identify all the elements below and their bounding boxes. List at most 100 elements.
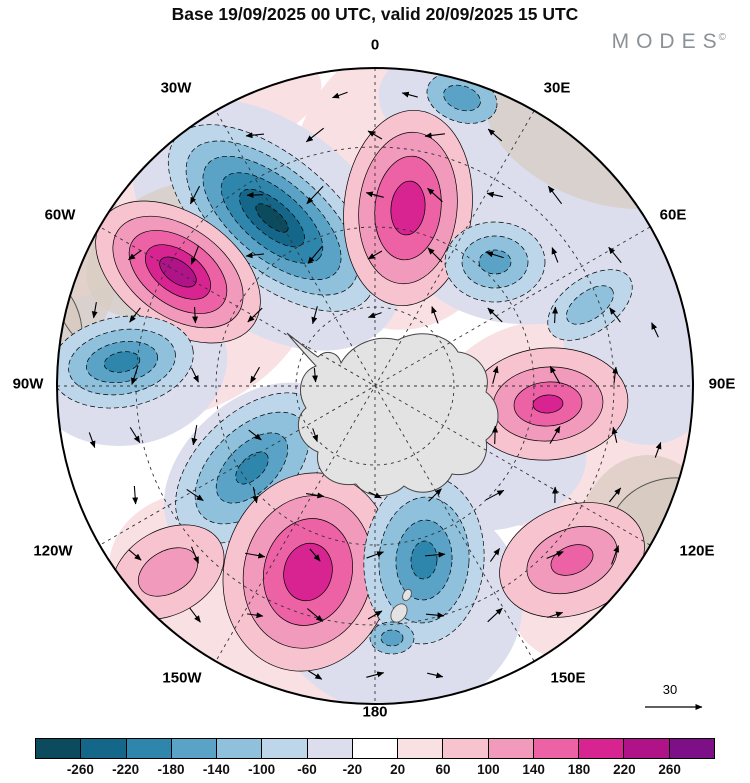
wind-arrow xyxy=(88,432,96,448)
colorbar-cell xyxy=(171,739,218,758)
wind-arrow xyxy=(427,187,443,203)
wind-arrow xyxy=(485,489,505,501)
wind-arrow xyxy=(312,428,318,443)
anomaly-contour-ring xyxy=(235,451,269,485)
wind-arrow xyxy=(487,307,503,323)
colorbar-cell xyxy=(307,739,353,758)
wind-arrow xyxy=(485,251,504,259)
colorbar-tick: -260 xyxy=(66,762,94,777)
wind-arrow xyxy=(247,307,263,323)
wind-arrow xyxy=(547,185,563,205)
colorbar-tick: -220 xyxy=(112,762,140,777)
wind-arrow xyxy=(189,185,201,205)
wind-arrow xyxy=(424,551,446,558)
wind-arrow xyxy=(367,130,383,140)
anomaly-contour-ring xyxy=(566,285,614,325)
wind-arrow xyxy=(431,306,439,324)
wind-arrow xyxy=(332,91,348,99)
anomaly-field xyxy=(57,72,645,672)
lon-label-0: 0 xyxy=(370,36,380,54)
wind-arrow xyxy=(247,612,264,619)
colorbar-cell xyxy=(352,739,399,758)
antarctica-outline xyxy=(286,332,499,496)
wind-arrow xyxy=(427,247,443,263)
lon-label-180: 180 xyxy=(362,703,388,721)
wind-arrow xyxy=(365,191,384,198)
colorbar-cell xyxy=(669,739,714,758)
anomaly-contour-ring xyxy=(532,394,564,414)
wind-arrow xyxy=(487,607,503,623)
wind-arrow xyxy=(192,306,199,324)
wind-arrow xyxy=(608,487,622,503)
wind-arrow xyxy=(608,246,622,264)
wind-arrow xyxy=(654,442,662,458)
lon-label-30w: 30W xyxy=(160,79,192,97)
wind-arrow xyxy=(309,548,321,562)
colorbar-cell xyxy=(398,739,444,758)
wind-arrow xyxy=(428,488,442,502)
lon-label-90w: 90W xyxy=(12,375,44,393)
wind-arrow xyxy=(549,425,561,444)
wind-arrow xyxy=(425,612,445,619)
wind-arrow xyxy=(366,671,385,678)
anomaly-contour-ring xyxy=(255,203,289,233)
wind-arrow xyxy=(245,252,264,259)
wind-arrow xyxy=(128,549,142,561)
wind-arrow xyxy=(131,365,139,385)
wind-arrow xyxy=(547,611,564,618)
wind-arrow xyxy=(128,249,142,261)
wind-arrow xyxy=(611,426,618,443)
colorbar-tick: -100 xyxy=(248,762,276,777)
wind-arrow xyxy=(305,127,325,143)
wind-arrow xyxy=(190,367,200,383)
wind-arrow xyxy=(190,245,200,265)
wind-arrow xyxy=(129,307,141,323)
wind-arrow xyxy=(551,247,559,263)
wind-arrow xyxy=(492,425,499,445)
colorbar-tick: 20 xyxy=(390,762,406,777)
lon-label-60w: 60W xyxy=(44,206,76,224)
anomaly-contour-ring xyxy=(103,351,141,373)
wind-arrow xyxy=(612,366,619,384)
wind-arrow xyxy=(189,607,201,623)
wind-arrow xyxy=(306,185,324,205)
wind-arrow xyxy=(487,128,503,142)
wind-arrow xyxy=(129,427,141,444)
wind-arrow xyxy=(91,302,98,319)
wind-arrow xyxy=(190,546,200,564)
wind-arrow xyxy=(486,191,503,198)
modes-logo: MODES© xyxy=(612,30,726,54)
wind-arrow xyxy=(611,545,620,565)
wind-arrow xyxy=(552,306,559,324)
colorbar-tick: 140 xyxy=(522,762,545,777)
wind-arrow xyxy=(367,610,383,620)
graticule xyxy=(57,68,693,704)
lon-label-60e: 60E xyxy=(659,206,687,224)
colorbar-cell xyxy=(36,739,82,758)
colorbar-ticks: -260 -220 -180 -140 -100 -60 -20 20 60 100 140 180 2… xyxy=(35,762,715,780)
island xyxy=(390,603,408,623)
wind-arrow xyxy=(401,91,418,98)
lon-label-150e: 150E xyxy=(550,669,586,687)
lon-label-120e: 120E xyxy=(679,542,715,560)
wind-arrow xyxy=(252,487,259,504)
island xyxy=(402,588,412,602)
anomaly-contour-ring xyxy=(443,84,481,112)
wind-arrow xyxy=(248,429,262,441)
colorbar-cell xyxy=(488,739,534,758)
wind-arrow xyxy=(549,365,561,385)
wind-arrow xyxy=(132,485,139,505)
wind-arrow xyxy=(312,367,319,383)
wind-arrow xyxy=(245,552,266,559)
colorbar-tick: -140 xyxy=(202,762,230,777)
wind-arrow xyxy=(368,491,382,499)
colorbar-cell xyxy=(81,739,127,758)
map-boundary xyxy=(56,67,694,705)
anomaly-contour-ring xyxy=(410,540,438,580)
wind-arrow xyxy=(186,488,204,502)
meridian-line xyxy=(215,110,535,662)
wind-vectors xyxy=(88,91,662,680)
lon-label-30e: 30E xyxy=(543,79,571,97)
modes-logo-copyright: © xyxy=(718,32,726,43)
lon-label-90e: 90E xyxy=(708,375,736,393)
